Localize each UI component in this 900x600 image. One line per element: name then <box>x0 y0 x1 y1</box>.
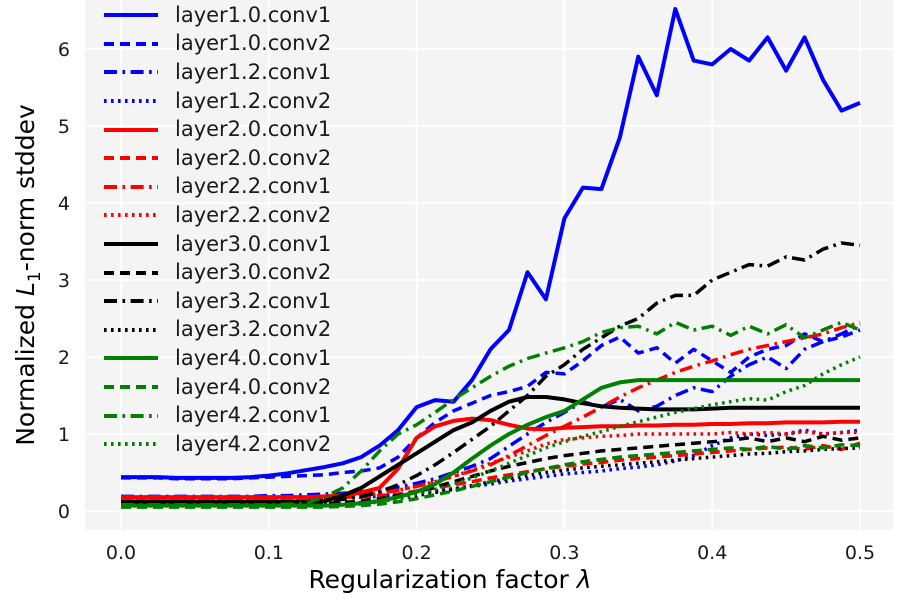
legend-entry-layer1.0.conv2: layer1.0.conv2 <box>104 30 434 59</box>
y-axis-label-letter: L <box>11 282 40 297</box>
y-tick-label: 4 <box>58 193 70 215</box>
legend-line-sample-dashdot <box>104 299 158 304</box>
legend-label: layer1.0.conv1 <box>175 2 332 27</box>
legend-label: layer4.0.conv1 <box>175 345 332 370</box>
y-axis-label-prefix: Normalized <box>11 304 40 446</box>
legend-label: layer2.2.conv1 <box>175 174 332 199</box>
legend-entry-layer2.2.conv2: layer2.2.conv2 <box>104 201 434 230</box>
series-line-layer1.2.conv1 <box>121 323 861 499</box>
legend-line-sample-dashdot <box>104 413 158 418</box>
x-tick-label: 0.5 <box>845 542 875 564</box>
series-line-layer2.2.conv2 <box>121 429 860 500</box>
legend-label: layer2.0.conv2 <box>175 145 332 170</box>
y-axis-label-subscript: 1 <box>25 271 45 283</box>
legend-label: layer2.2.conv2 <box>175 202 332 227</box>
y-tick-label: 5 <box>58 116 70 138</box>
legend-entry-layer2.2.conv1: layer2.2.conv1 <box>104 173 434 202</box>
series-line-layer4.2.conv2 <box>121 355 861 508</box>
legend-entry-layer2.0.conv1: layer2.0.conv1 <box>104 115 434 144</box>
x-tick-label: 0.2 <box>401 542 431 564</box>
series-line-layer1.2.conv2 <box>121 428 861 500</box>
legend-line-sample-dotted <box>104 442 158 447</box>
legend-line-sample-dashed <box>104 270 158 275</box>
series-line-layer1.0.conv2 <box>121 328 861 481</box>
series-line-layer3.0.conv2 <box>121 434 861 506</box>
x-tick-label: 0.0 <box>106 542 136 564</box>
legend-label: layer4.0.conv2 <box>175 374 332 399</box>
y-tick-label: 3 <box>58 270 70 292</box>
legend-line-sample-solid <box>104 127 158 132</box>
series-line-layer4.2.conv1 <box>121 320 861 507</box>
series-line-layer1.0.conv1 <box>121 7 861 480</box>
series-line-layer4.0.conv1 <box>121 378 860 508</box>
legend-label: layer4.2.conv1 <box>175 403 332 428</box>
y-tick-label: 2 <box>58 347 70 369</box>
y-axis-label: Normalized L1-norm stddev <box>11 10 45 540</box>
legend-entry-layer3.2.conv2: layer3.2.conv2 <box>104 316 434 345</box>
series-line-layer2.0.conv2 <box>121 441 861 500</box>
y-tick-label: 6 <box>58 39 70 61</box>
legend-label: layer3.0.conv2 <box>175 260 332 285</box>
legend-entry-layer4.2.conv1: layer4.2.conv1 <box>104 401 434 430</box>
legend-line-sample-dotted <box>104 213 158 218</box>
legend-entry-layer1.0.conv1: layer1.0.conv1 <box>104 1 434 30</box>
series-line-layer3.0.conv1 <box>121 395 860 504</box>
legend-entry-layer1.2.conv2: layer1.2.conv2 <box>104 87 434 116</box>
x-tick-label: 0.3 <box>549 542 579 564</box>
legend-label: layer3.0.conv1 <box>175 231 332 256</box>
legend-entry-layer3.0.conv1: layer3.0.conv1 <box>104 230 434 259</box>
legend-label: layer2.0.conv1 <box>175 117 332 142</box>
legend-line-sample-dashed <box>104 156 158 161</box>
legend-entry-layer2.0.conv2: layer2.0.conv2 <box>104 144 434 173</box>
legend-label: layer1.2.conv2 <box>175 88 332 113</box>
legend-entry-layer4.0.conv1: layer4.0.conv1 <box>104 344 434 373</box>
legend-line-sample-dashed <box>104 385 158 390</box>
legend-entry-layer3.0.conv2: layer3.0.conv2 <box>104 258 434 287</box>
legend-label: layer4.2.conv2 <box>175 431 332 456</box>
legend-line-sample-dashed <box>104 41 158 46</box>
legend-entry-layer4.2.conv2: layer4.2.conv2 <box>104 430 434 459</box>
x-axis-label-symbol: λ <box>576 565 592 594</box>
x-axis-label-text: Regularization factor <box>308 565 569 594</box>
legend-label: layer3.2.conv2 <box>175 317 332 342</box>
y-tick-label: 1 <box>58 424 70 446</box>
legend-label: layer1.2.conv1 <box>175 59 332 84</box>
legend-line-sample-solid <box>104 242 158 247</box>
legend-line-sample-solid <box>104 356 158 361</box>
x-tick-label: 0.1 <box>254 542 284 564</box>
legend-entry-layer3.2.conv1: layer3.2.conv1 <box>104 287 434 316</box>
legend-label: layer1.0.conv2 <box>175 31 332 56</box>
legend-entry-layer1.2.conv1: layer1.2.conv1 <box>104 58 434 87</box>
series-line-layer2.0.conv1 <box>121 416 860 500</box>
x-tick-label: 0.4 <box>697 542 727 564</box>
y-tick-label: 0 <box>58 501 70 523</box>
legend-line-sample-dotted <box>104 99 158 104</box>
y-axis-label-suffix: -norm stddev <box>11 104 40 272</box>
series-line-layer4.0.conv2 <box>121 443 861 509</box>
x-axis-label: Regularization factor λ <box>0 565 900 594</box>
legend-line-sample-dotted <box>104 327 158 332</box>
legend-entry-layer4.0.conv2: layer4.0.conv2 <box>104 373 434 402</box>
plot-area <box>85 0 893 530</box>
legend-line-sample-dashdot <box>104 70 158 75</box>
legend-line-sample-dashdot <box>104 184 158 189</box>
legend-label: layer3.2.conv1 <box>175 288 332 313</box>
legend: layer1.0.conv1 layer1.0.conv2 layer1.2.con… <box>104 1 434 459</box>
legend-line-sample-solid <box>104 13 158 18</box>
